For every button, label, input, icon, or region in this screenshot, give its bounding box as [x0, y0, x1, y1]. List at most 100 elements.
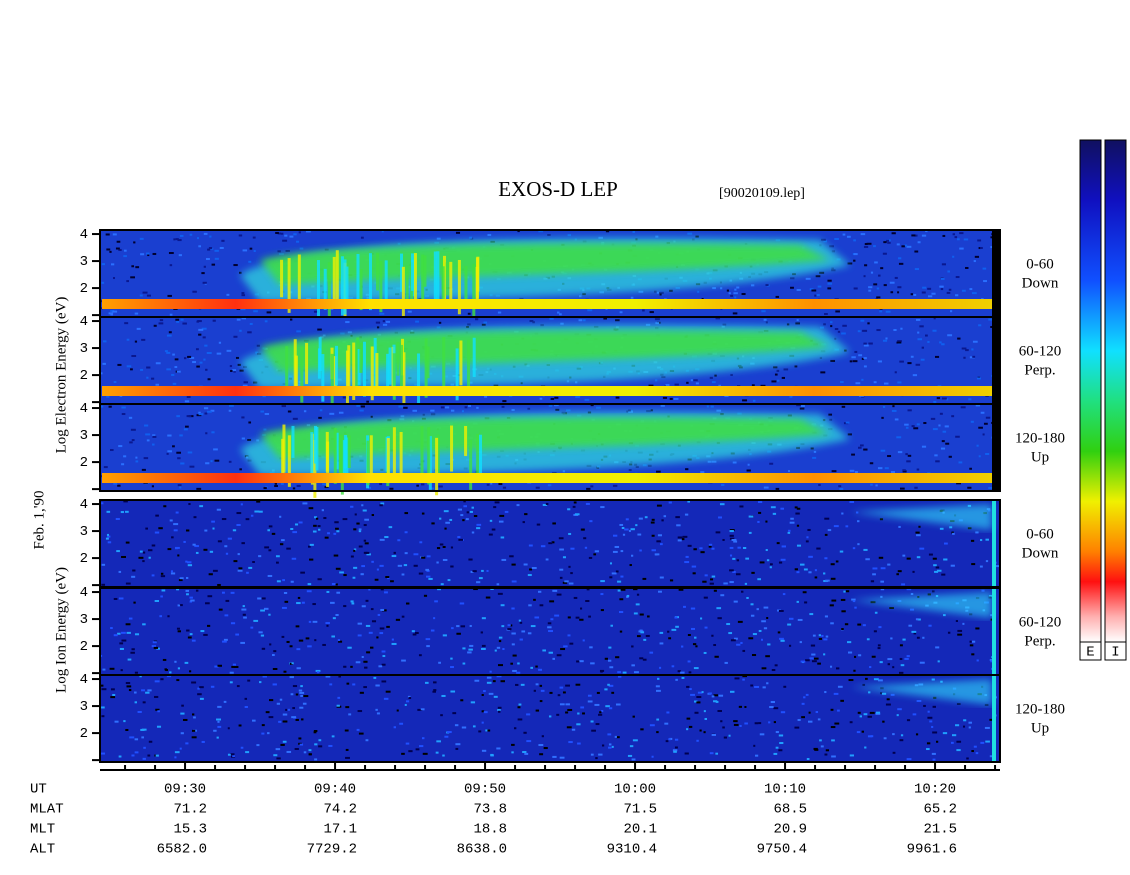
y-tick-label: 4	[80, 585, 88, 601]
speckle	[147, 754, 151, 757]
speckle	[642, 309, 645, 312]
streak	[417, 353, 421, 406]
speckle	[598, 713, 603, 716]
speckle	[407, 695, 411, 698]
speckle	[389, 487, 394, 490]
speckle	[356, 404, 361, 407]
speckle	[243, 616, 247, 619]
speckle	[308, 507, 314, 510]
speckle	[659, 666, 662, 669]
speckle	[500, 536, 505, 539]
speckle	[454, 724, 459, 727]
speckle	[534, 616, 540, 619]
panel-range: 60-120	[1019, 343, 1062, 359]
speckle	[869, 462, 874, 465]
panel-range: 120-180	[1015, 701, 1065, 717]
streak	[399, 253, 403, 292]
edge-line	[992, 588, 996, 675]
speckle	[955, 619, 958, 622]
speckle	[708, 692, 712, 695]
speckle	[583, 537, 587, 540]
speckle	[608, 684, 614, 687]
speckle	[736, 643, 741, 646]
speckle	[990, 326, 993, 329]
speckle	[577, 742, 581, 745]
speckle	[302, 702, 307, 705]
speckle	[940, 447, 946, 450]
speckle	[388, 526, 393, 529]
speckle	[131, 439, 135, 442]
speckle	[624, 528, 629, 531]
speckle	[919, 547, 925, 550]
speckle	[287, 410, 292, 413]
speckle	[720, 287, 723, 290]
speckle	[889, 281, 895, 284]
speckle	[969, 640, 972, 643]
speckle	[939, 285, 944, 288]
speckle	[744, 582, 748, 585]
speckle	[605, 705, 610, 708]
speckle	[639, 613, 644, 616]
speckle	[272, 654, 275, 657]
speckle	[733, 540, 738, 543]
speckle	[483, 321, 488, 324]
speckle	[296, 240, 300, 243]
speckle	[858, 654, 862, 657]
speckle	[497, 706, 502, 709]
speckle	[733, 723, 739, 726]
speckle	[306, 424, 311, 427]
speckle	[433, 689, 437, 692]
speckle	[837, 709, 840, 712]
speckle	[156, 725, 162, 728]
speckle	[616, 736, 620, 739]
speckle	[907, 409, 912, 412]
x-tick-label: 09:40	[314, 782, 356, 798]
speckle	[368, 588, 371, 591]
speckle	[133, 241, 136, 244]
speckle	[199, 686, 204, 689]
speckle	[291, 557, 297, 560]
speckle	[902, 638, 906, 641]
speckle	[967, 527, 972, 530]
speckle	[133, 601, 136, 604]
speckle	[857, 330, 861, 333]
speckle	[155, 383, 159, 386]
speckle	[588, 615, 591, 618]
speckle	[677, 539, 682, 542]
speckle	[216, 508, 221, 511]
speckle	[502, 486, 507, 489]
speckle	[344, 729, 349, 732]
speckle	[768, 721, 771, 724]
speckle	[281, 405, 287, 408]
speckle	[595, 723, 600, 726]
speckle	[205, 602, 210, 605]
speckle	[155, 514, 159, 517]
speckle	[849, 469, 855, 472]
speckle	[134, 701, 138, 704]
speckle	[852, 600, 856, 603]
speckle	[204, 412, 208, 415]
speckle	[334, 521, 339, 524]
speckle	[539, 753, 544, 756]
streak	[436, 251, 440, 303]
speckle	[391, 642, 397, 645]
y-tick-label: 4	[80, 401, 88, 417]
speckle	[807, 528, 811, 531]
speckle	[549, 691, 553, 694]
speckle	[666, 711, 670, 714]
speckle	[720, 720, 723, 723]
speckle	[295, 718, 299, 721]
speckle	[314, 639, 317, 642]
speckle	[363, 524, 367, 527]
speckle	[174, 358, 179, 361]
x-tick-label: 09:30	[164, 782, 206, 798]
speckle	[950, 564, 955, 567]
speckle	[697, 691, 703, 694]
speckle	[584, 546, 588, 549]
speckle	[598, 236, 603, 239]
speckle	[326, 624, 329, 627]
speckle	[192, 543, 196, 546]
speckle	[741, 293, 746, 296]
speckle	[703, 710, 706, 713]
speckle	[455, 747, 459, 750]
